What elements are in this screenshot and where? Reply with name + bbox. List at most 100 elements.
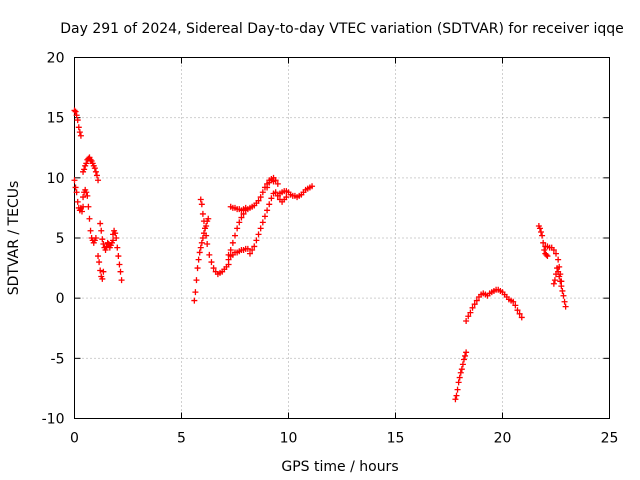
data-point [453,392,460,399]
y-axis-label: SDTVAR / TECUs [6,181,22,296]
data-point [555,268,562,275]
data-point [246,250,253,257]
data-point [514,307,521,314]
data-point [471,301,478,308]
data-point [465,313,472,320]
data-point [98,227,105,234]
chart-title: Day 291 of 2024, Sidereal Day-to-day VTE… [60,21,624,37]
data-point [561,298,568,305]
data-point [550,280,557,287]
data-point [87,156,94,163]
data-point [99,275,106,282]
data-point [457,369,464,376]
series-arc-5 [95,253,107,282]
data-point [225,251,232,258]
series-arc-11 [225,176,277,258]
series-arc-20 [550,265,569,310]
data-point [543,251,550,258]
series-arc-15 [274,183,316,201]
data-point [554,265,561,272]
series-arc-4 [80,154,102,184]
data-point [71,107,78,114]
data-point [203,232,210,239]
x-tick-label: 5 [177,431,186,447]
data-point [75,124,82,131]
data-point [117,268,124,275]
data-point [92,168,99,175]
data-point [272,189,279,196]
data-point [97,220,104,227]
data-point [266,201,273,208]
series-arc-7 [110,227,125,284]
data-point [84,192,91,199]
data-point [97,267,104,274]
data-point [191,297,198,304]
series-arc-12 [227,203,249,214]
data-point [255,231,262,238]
series-arc-14 [264,174,281,191]
data-point [87,227,94,234]
data-point [71,177,78,184]
data-point [113,235,120,241]
x-axis-label: GPS time / hours [281,459,398,475]
y-tick-label: -10 [42,412,65,428]
data-point [244,245,251,252]
x-tick-label: 20 [494,431,512,447]
data-point [560,292,567,299]
data-point [462,352,469,359]
data-point [274,180,281,187]
data-point [259,219,266,226]
data-point [460,356,467,363]
series-arc-9 [197,196,232,278]
data-point [72,184,79,191]
data-point [551,277,558,284]
series-arc-1 [71,107,84,139]
x-tick-label: 10 [280,431,298,447]
data-point [236,219,243,226]
data-point [195,256,202,263]
series-arc-16 [452,349,470,403]
data-point [196,249,203,256]
data-point [257,225,264,232]
series-arc-18 [535,222,551,260]
data-point [242,204,249,211]
data-point [73,189,80,196]
y-tick-label: 0 [56,291,65,307]
data-point [114,244,121,251]
data-point [81,166,88,173]
y-tick-label: -5 [51,351,65,367]
data-point [309,183,316,190]
data-point [459,361,466,368]
data-point [562,303,569,310]
data-point [210,265,217,272]
data-point [261,213,268,220]
data-point [264,207,271,214]
data-point [518,314,525,321]
data-point [194,265,201,272]
data-point [197,196,204,203]
series-arc-2 [71,177,87,215]
data-point [100,241,107,248]
y-tick-label: 20 [47,51,65,67]
data-point [556,273,563,280]
data-point [116,261,123,268]
data-point [539,232,546,239]
data-point [95,177,102,184]
data-point [540,239,547,246]
data-point [272,177,279,184]
data-point [553,250,559,257]
series-arc-13 [246,189,290,257]
data-point [83,189,90,196]
data-point [283,194,290,201]
data-point [83,160,90,167]
grid-lines [74,57,610,419]
data-point [80,203,87,210]
data-point [115,253,122,260]
data-point [467,309,474,316]
x-axis-tick-labels: 0 5 10 15 20 25 [70,431,618,447]
y-tick-label: 5 [56,231,65,247]
data-point [199,210,206,217]
data-point [197,244,204,251]
